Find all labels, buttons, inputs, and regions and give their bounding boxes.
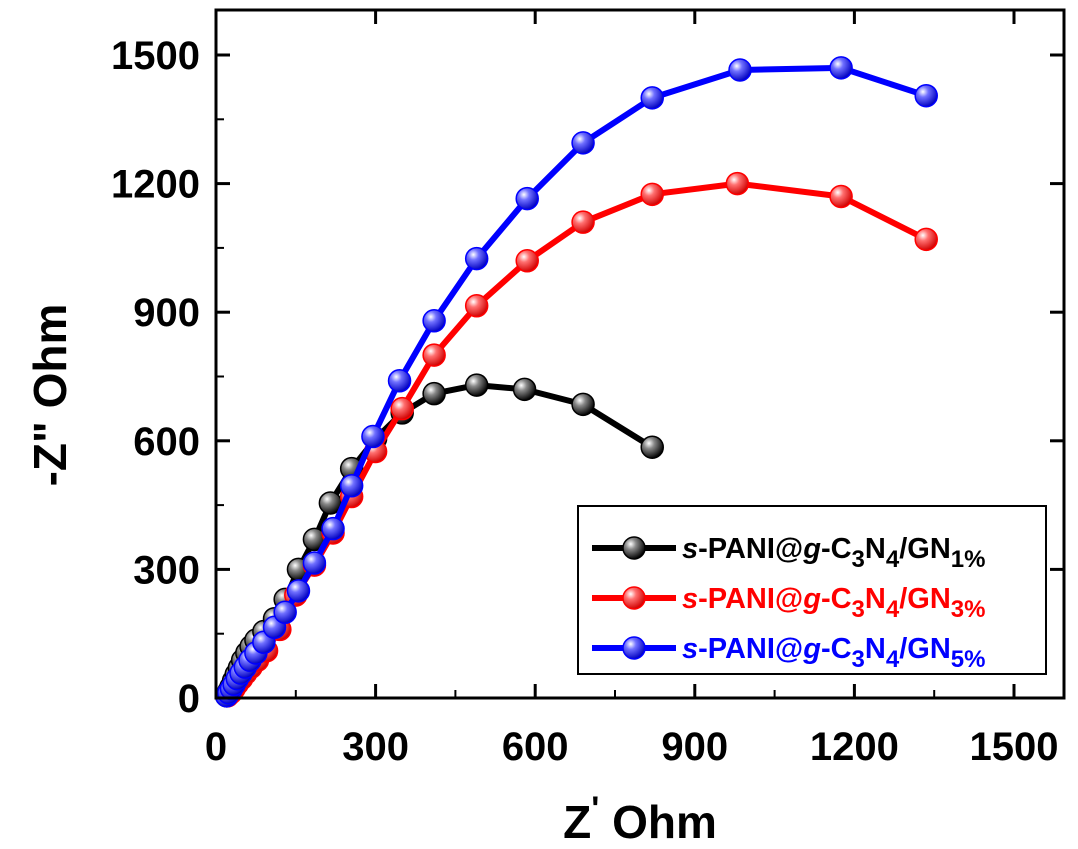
legend-label: s-PANI@g-C3N4/GN3% xyxy=(682,583,985,623)
data-point xyxy=(422,309,446,333)
data-point xyxy=(321,516,345,541)
data-point xyxy=(273,600,297,625)
x-axis-title: Z' Ohm xyxy=(563,790,717,844)
data-point xyxy=(914,83,938,108)
legend: s-PANI@g-C3N4/GN1% s-PANI@g-C3N4/GN3% s-PA… xyxy=(577,505,1047,675)
x-tick-label: 0 xyxy=(205,725,227,769)
data-point xyxy=(571,210,595,234)
data-point xyxy=(387,369,412,393)
data-point xyxy=(571,392,595,417)
y-tick-label: 900 xyxy=(133,291,200,335)
data-point xyxy=(286,579,311,603)
data-point xyxy=(422,381,446,406)
legend-marker xyxy=(622,586,646,610)
data-point xyxy=(464,373,489,397)
y-tick-label: 0 xyxy=(178,677,200,721)
data-point xyxy=(515,249,539,273)
y-axis-title: -Z" Ohm xyxy=(24,304,76,487)
data-point xyxy=(640,86,664,110)
y-tick-label: 300 xyxy=(133,548,200,592)
axes: 0 300 600 900 1200 1500 0 300 600 900 1200 1500 Z' O… xyxy=(24,8,1066,848)
x-tick-label: 600 xyxy=(502,725,569,769)
data-point xyxy=(640,182,664,207)
x-tick-label: 300 xyxy=(342,725,409,769)
data-point xyxy=(361,424,385,449)
data-point xyxy=(422,343,446,367)
series-3 xyxy=(214,56,938,708)
legend-label: s-PANI@g-C3N4/GN1% xyxy=(682,533,985,573)
data-point xyxy=(571,131,595,155)
plot-area xyxy=(214,56,938,708)
data-point xyxy=(914,227,938,252)
y-tick-label: 600 xyxy=(133,420,200,464)
data-point xyxy=(829,184,853,209)
x-tick-label: 900 xyxy=(661,725,728,769)
x-tick-label: 1200 xyxy=(810,725,899,769)
data-point xyxy=(390,396,414,421)
y-tick-label: 1500 xyxy=(111,34,200,78)
data-point xyxy=(725,171,750,196)
legend-label: s-PANI@g-C3N4/GN5% xyxy=(682,633,985,673)
plot-frame xyxy=(214,8,1066,700)
legend-marker xyxy=(622,636,646,660)
data-point xyxy=(512,377,537,402)
data-point xyxy=(515,186,539,211)
data-point xyxy=(728,58,752,82)
x-tick-label: 1500 xyxy=(970,725,1059,769)
data-point xyxy=(464,246,489,271)
data-point xyxy=(640,435,664,459)
data-point xyxy=(339,474,364,498)
legend-marker xyxy=(622,536,646,560)
data-point xyxy=(464,294,489,318)
data-point xyxy=(829,56,853,80)
y-tick-label: 1200 xyxy=(111,163,200,207)
data-point xyxy=(302,551,327,575)
